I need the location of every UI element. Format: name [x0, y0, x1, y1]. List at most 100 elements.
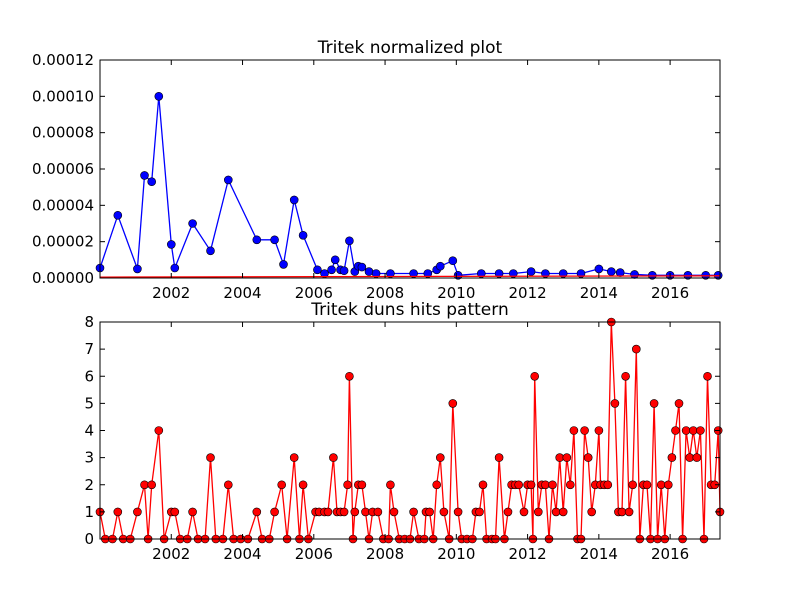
duns-hits-plot-point — [453, 507, 463, 517]
duns-hits-plot-point — [671, 426, 680, 435]
duns-hits-plot-point — [688, 426, 698, 435]
duns-hits-plot-point — [350, 507, 360, 517]
duns-hits-plot-point — [587, 507, 597, 517]
duns-hits-plot-point — [323, 507, 333, 517]
duns-hits-plot-xtick-label: 2006 — [295, 545, 333, 563]
normalized-plot-xtick-label: 2006 — [295, 284, 333, 302]
duns-hits-plot-point — [357, 480, 367, 490]
duns-hits-plot-point — [478, 480, 488, 490]
duns-hits-plot-point — [277, 480, 287, 490]
duns-hits-plot-point — [389, 507, 399, 517]
normalized-plot-xtick-label: 2016 — [651, 284, 689, 302]
duns-hits-plot-point — [667, 453, 677, 462]
normalized-plot-point — [279, 260, 288, 269]
duns-hits-plot-point — [252, 507, 262, 517]
normalized-plot-xtick-label: 2012 — [508, 284, 546, 302]
duns-hits-plot-point — [649, 399, 659, 408]
normalized-plot-ytick-label: 0.00010 — [32, 87, 94, 105]
normalized-plot-point — [364, 267, 374, 276]
duns-hits-plot-point — [503, 507, 513, 517]
duns-hits-plot-point — [631, 344, 641, 354]
duns-hits-plot-xtick-label: 2014 — [580, 545, 618, 563]
duns-hits-plot-point — [663, 480, 673, 490]
duns-hits-plot-xtick-label: 2016 — [651, 545, 689, 563]
duns-hits-plot-point — [624, 507, 634, 517]
normalized-plot-point — [140, 171, 149, 180]
duns-hits-plot-x-axis: 2002 2004 2006 2008 2010 2012 2014 2016 — [152, 322, 689, 563]
duns-hits-plot-y-axis: 0 1 2 3 4 5 6 7 8 — [84, 313, 720, 548]
normalized-plot-point — [188, 219, 197, 228]
duns-hits-plot-point — [703, 371, 712, 381]
duns-hits-plot-ytick-label: 4 — [84, 422, 94, 440]
duns-hits-plot-ytick-label: 6 — [84, 367, 94, 385]
duns-hits-plot-ytick-label: 8 — [84, 313, 94, 331]
normalized-plot-point — [252, 235, 262, 245]
duns-hits-plot-point — [170, 507, 180, 517]
duns-hits-plot-point — [361, 507, 370, 517]
duns-hits-plot-point — [409, 507, 418, 517]
duns-hits-plot-point — [343, 480, 352, 490]
normalized-plot-point — [167, 240, 176, 249]
duns-hits-plot-point — [628, 480, 638, 490]
duns-hits-plot-point — [569, 426, 579, 435]
duns-hits-plot-xtick-label: 2012 — [508, 545, 546, 563]
duns-hits-plot-point — [674, 399, 684, 408]
normalized-plot-point — [435, 261, 445, 271]
duns-hits-plot-ytick-label: 1 — [84, 503, 94, 521]
normalized-plot-point — [154, 92, 164, 101]
normalized-plot-xtick-label: 2004 — [223, 284, 261, 302]
duns-hits-plot-point — [610, 399, 620, 408]
duns-hits-plot-point — [475, 507, 484, 517]
duns-hits-plot-point — [562, 453, 572, 462]
duns-hits-plot-point — [692, 453, 702, 462]
normalized-plot-title: Tritek normalized plot — [317, 38, 503, 58]
normalized-plot-point — [448, 256, 458, 266]
normalized-plot-point — [147, 177, 156, 186]
duns-hits-plot-point — [113, 507, 123, 517]
normalized-plot-xtick-label: 2010 — [437, 284, 475, 302]
duns-hits-plot-point — [580, 426, 589, 435]
normalized-plot-point — [606, 267, 616, 276]
normalized-plot-xtick-label: 2002 — [152, 284, 190, 302]
duns-hits-plot-ytick-label: 0 — [84, 530, 94, 548]
normalized-plot-point — [526, 267, 536, 276]
duns-hits-plot-point — [339, 507, 349, 517]
duns-hits-plot-point — [514, 480, 524, 490]
duns-hits-plot-point — [270, 507, 279, 517]
normalized-plot-point — [594, 264, 604, 274]
duns-hits-plot-point — [526, 480, 536, 490]
duns-hits-plot-ytick-label: 2 — [84, 476, 94, 494]
normalized-plot-xtick-label: 2008 — [366, 284, 404, 302]
duns-hits-plot-point — [329, 453, 338, 462]
normalized-plot-xtick-label: 2014 — [580, 284, 618, 302]
normalized-plot-point — [630, 270, 639, 279]
duns-hits-plot-point — [373, 507, 383, 517]
duns-hits-plot-point — [642, 480, 652, 490]
duns-hits-plot-point — [147, 480, 156, 490]
duns-hits-plot-point — [603, 480, 613, 490]
normalized-plot-series-1-line — [99, 275, 721, 278]
duns-hits-plot-point — [386, 480, 395, 490]
normalized-plot-point — [330, 255, 340, 265]
duns-hits-plot-point — [548, 480, 557, 490]
normalized-plot-point — [357, 262, 367, 272]
normalized-plot-point — [170, 263, 180, 273]
normalized-plot-point — [289, 195, 299, 205]
duns-hits-plot-point — [551, 507, 561, 517]
normalized-plot-point — [339, 266, 349, 276]
duns-hits-plot-point — [298, 480, 308, 490]
duns-hits-plot-xtick-label: 2010 — [437, 545, 475, 563]
duns-hits-plot-ytick-label: 5 — [84, 394, 94, 412]
normalized-plot-y-axis: 0.00000 0.00002 0.00004 0.00006 0.00008 0.000… — [32, 51, 720, 287]
duns-hits-plot-point — [435, 453, 445, 462]
duns-hits-plot-point — [621, 371, 630, 381]
normalized-plot-point — [206, 246, 215, 256]
duns-hits-plot-point — [519, 507, 529, 517]
normalized-plot-point — [224, 175, 233, 185]
duns-hits-plot-xtick-label: 2004 — [223, 545, 261, 563]
duns-hits-plot-point — [594, 426, 604, 435]
duns-hits-plot-point — [583, 453, 593, 462]
duns-hits-plot-point — [133, 507, 142, 517]
